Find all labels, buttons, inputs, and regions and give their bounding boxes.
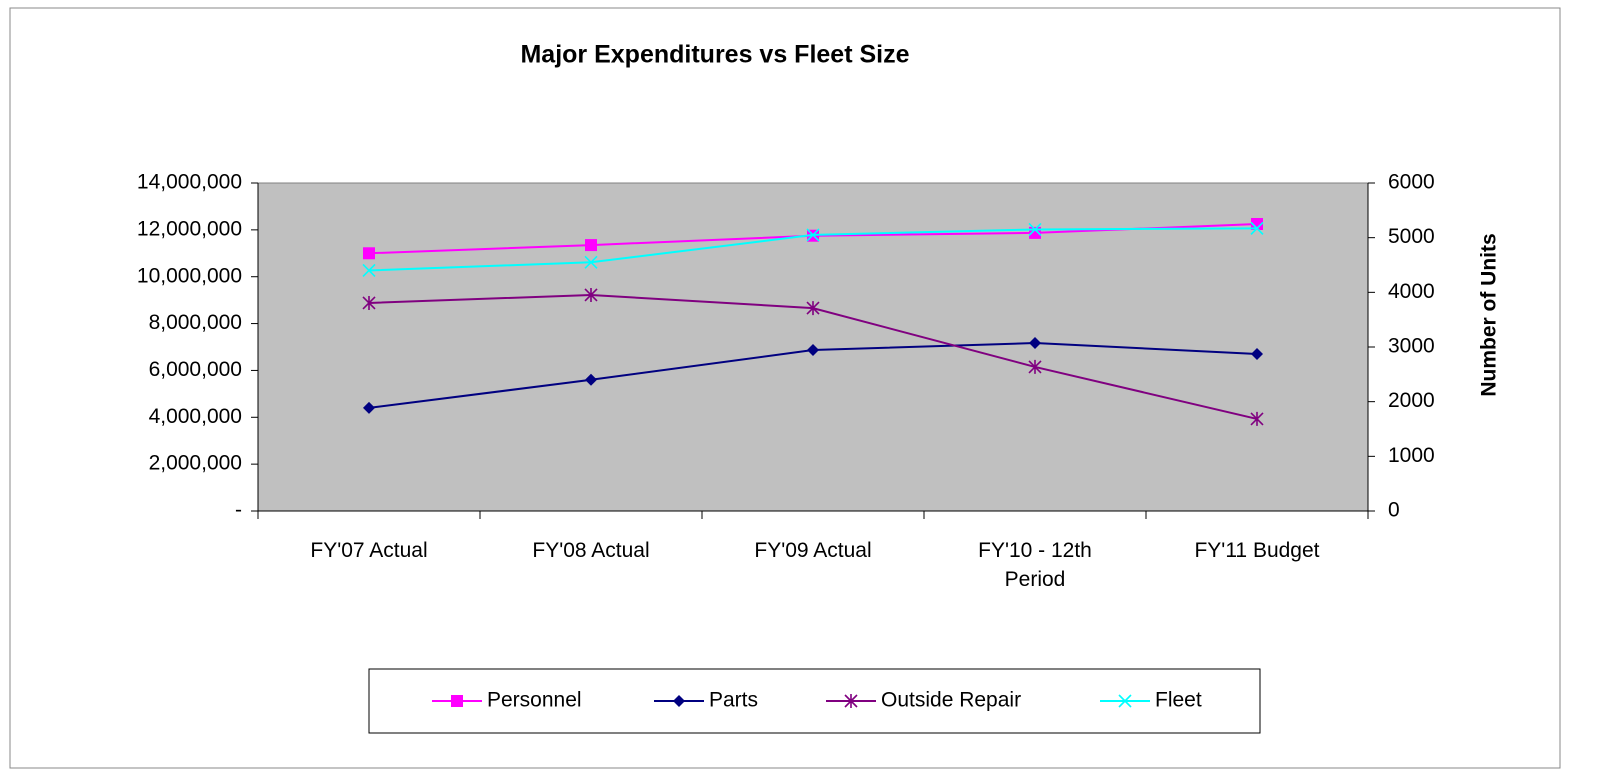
data-point bbox=[585, 373, 597, 386]
chart-title: Major Expenditures vs Fleet Size bbox=[520, 41, 909, 69]
y-tick-label: 14,000,000 bbox=[137, 171, 242, 194]
x-tick-label: FY'09 Actual bbox=[754, 539, 872, 562]
y-tick-label: 8,000,000 bbox=[149, 311, 242, 334]
y-tick-label: 6,000,000 bbox=[149, 358, 242, 381]
y2-tick-label: 6000 bbox=[1388, 171, 1435, 194]
legend-marker bbox=[451, 695, 463, 707]
legend-label: Fleet bbox=[1155, 689, 1202, 712]
legend-label: Parts bbox=[709, 689, 758, 712]
legend-marker bbox=[673, 695, 685, 707]
y-tick-label: 4,000,000 bbox=[149, 405, 242, 428]
data-point bbox=[1028, 222, 1042, 237]
x-tick-label: FY'10 - 12th Period bbox=[978, 539, 1092, 591]
y2-tick-label: 3000 bbox=[1388, 335, 1435, 358]
y2-tick-label: 5000 bbox=[1388, 225, 1435, 248]
data-point bbox=[584, 287, 598, 302]
y-tick-label: - bbox=[235, 499, 242, 522]
data-point bbox=[807, 344, 819, 357]
x-tick-label: FY'11 Budget bbox=[1194, 539, 1320, 562]
data-point bbox=[806, 301, 820, 316]
data-point bbox=[1029, 337, 1041, 350]
data-point bbox=[363, 401, 375, 414]
data-point bbox=[1250, 221, 1264, 235]
data-point bbox=[362, 263, 376, 278]
y2-axis-title: Number of Units bbox=[1478, 233, 1501, 396]
x-tick-label: FY'08 Actual bbox=[532, 539, 650, 562]
y2-tick-label: 2000 bbox=[1388, 389, 1435, 412]
legend-label: Outside Repair bbox=[881, 689, 1021, 712]
data-point bbox=[363, 247, 375, 260]
legend-marker bbox=[844, 694, 858, 708]
data-point bbox=[1251, 348, 1263, 361]
data-point bbox=[1251, 218, 1263, 230]
data-point bbox=[1028, 359, 1042, 374]
y-tick-label: 12,000,000 bbox=[137, 217, 242, 240]
y-tick-label: 10,000,000 bbox=[137, 264, 242, 287]
x-tick-label: FY'07 Actual bbox=[310, 539, 428, 562]
y-tick-label: 2,000,000 bbox=[149, 452, 242, 475]
data-point bbox=[584, 255, 598, 269]
legend-marker bbox=[1118, 694, 1132, 708]
y2-tick-label: 0 bbox=[1388, 499, 1400, 522]
data-point bbox=[806, 228, 820, 242]
legend-label: Personnel bbox=[487, 689, 582, 712]
data-point bbox=[1250, 411, 1264, 426]
y2-tick-label: 1000 bbox=[1388, 444, 1435, 467]
y2-tick-label: 4000 bbox=[1388, 280, 1435, 303]
data-point bbox=[585, 239, 597, 252]
data-point bbox=[362, 295, 376, 310]
